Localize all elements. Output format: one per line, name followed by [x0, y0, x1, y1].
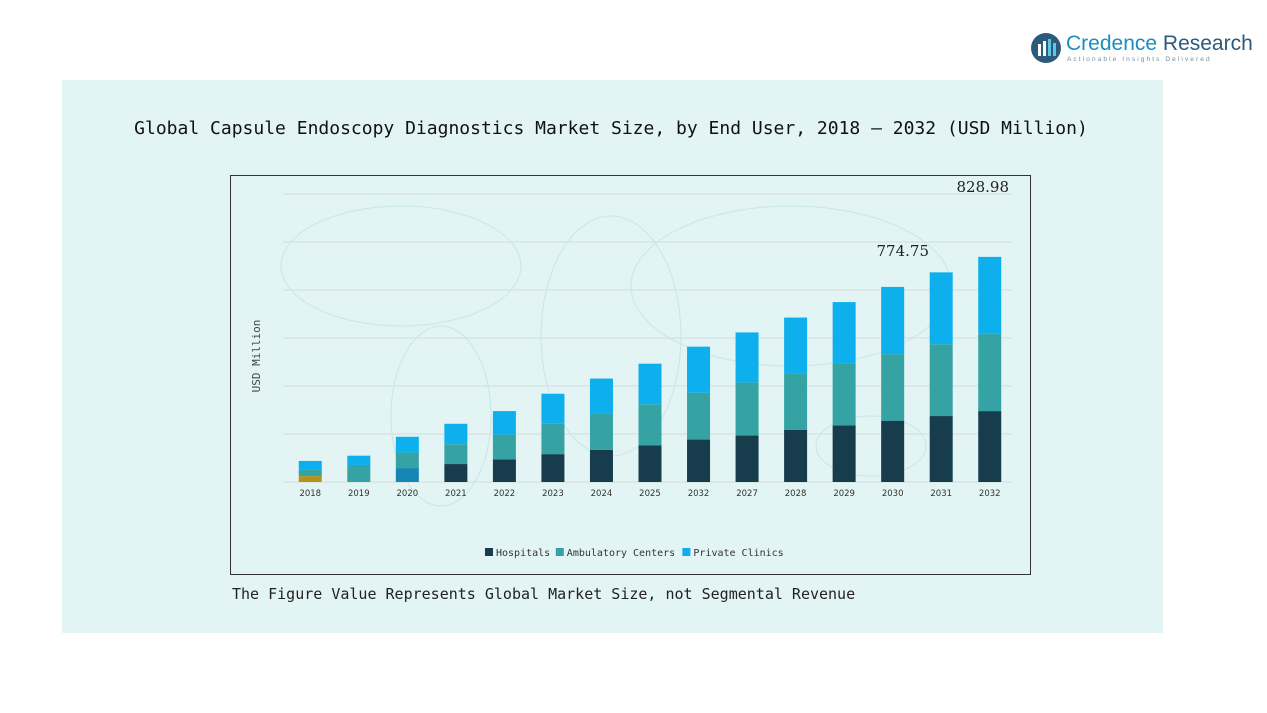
bar-hospitals-2023	[541, 454, 565, 482]
bar-hospitals-2024	[589, 449, 613, 482]
x-tick-label: 2027	[736, 489, 758, 499]
bar-segment-2020-2	[395, 436, 419, 453]
bar-private-clinics-2027	[735, 332, 759, 383]
x-tick-label: 2031	[930, 489, 952, 499]
bar-hospitals-2028	[784, 429, 808, 482]
legend-label: Hospitals	[496, 548, 550, 559]
x-tick-label: 2024	[591, 489, 613, 499]
bar-ambulatory-centers-2022	[492, 434, 516, 460]
bar-hospitals-2022	[492, 459, 516, 482]
x-tick-label: 2018	[299, 489, 321, 499]
bar-private-clinics-2021	[444, 423, 468, 445]
x-tick-label: 2023	[542, 489, 564, 499]
bar-private-clinics-2023	[541, 393, 565, 424]
x-tick-label: 2021	[445, 489, 467, 499]
bar-private-clinics-2028	[784, 317, 808, 374]
brand-name: Credence Research	[1066, 32, 1253, 56]
bar-hospitals-2032	[978, 411, 1002, 482]
brand-name-part2: Research	[1162, 32, 1253, 55]
bar-hospitals-2032	[687, 439, 711, 482]
bar-segment-2019-1	[347, 455, 371, 465]
legend-swatch	[485, 548, 493, 556]
bar-ambulatory-centers-2023	[541, 423, 565, 455]
x-tick-label: 2020	[397, 489, 419, 499]
bar-hospitals-2030	[881, 420, 905, 482]
map-shape-australia	[815, 415, 927, 477]
chart-area: USD Million 2018 2019 2020 2021 2022 2023 2024 2…	[230, 175, 1031, 575]
legend-label: Ambulatory Centers	[567, 548, 675, 559]
map-shape-americas-north	[280, 205, 522, 327]
value-annotation: 774.75	[877, 242, 930, 260]
bar-ambulatory-centers-2029	[832, 363, 856, 426]
y-axis-label: USD Million	[250, 320, 263, 393]
bar-private-clinics-2022	[492, 411, 516, 435]
x-tick-label: 2030	[882, 489, 904, 499]
x-tick-label: 2032	[688, 489, 710, 499]
legend-swatch	[682, 548, 691, 556]
footnote: The Figure Value Represents Global Marke…	[232, 585, 856, 603]
bar-ambulatory-centers-2021	[444, 444, 468, 465]
bar-chart: USD Million 2018 2019 2020 2021 2022 2023 2024 2…	[250, 178, 1011, 559]
bar-hospitals-2025	[638, 445, 662, 482]
bar-ambulatory-centers-2025	[638, 404, 662, 446]
x-tick-label: 2019	[348, 489, 370, 499]
x-tick-label: 2032	[979, 489, 1001, 499]
credence-logo-icon	[1031, 33, 1061, 63]
bar-segment-2019-0	[347, 464, 371, 482]
brand-tagline: Actionable Insights Delivered	[1067, 56, 1212, 63]
bar-private-clinics-2032	[687, 346, 711, 393]
bar-private-clinics-2024	[589, 378, 613, 414]
bar-segment-2020-0	[395, 468, 419, 482]
bar-segment-2018-2	[298, 460, 322, 470]
chart-title: Global Capsule Endoscopy Diagnostics Mar…	[134, 118, 1088, 139]
x-tick-label: 2029	[833, 489, 855, 499]
bar-ambulatory-centers-2028	[784, 373, 808, 430]
x-tick-label: 2028	[785, 489, 807, 499]
bar-hospitals-2029	[832, 425, 856, 482]
brand-logo: Credence Research Actionable Insights De…	[1030, 30, 1253, 66]
bar-private-clinics-2029	[832, 302, 856, 364]
bar-hospitals-2027	[735, 435, 759, 482]
x-tick-label: 2022	[494, 489, 516, 499]
bar-segment-2018-1	[298, 469, 322, 477]
bar-ambulatory-centers-2027	[735, 382, 759, 436]
bar-private-clinics-2030	[881, 286, 905, 355]
bar-hospitals-2031	[929, 416, 953, 482]
bar-segment-2018-0	[298, 476, 322, 482]
bar-segment-2020-1	[395, 452, 419, 469]
bar-ambulatory-centers-2024	[589, 413, 613, 450]
bar-ambulatory-centers-2031	[929, 344, 953, 417]
bar-hospitals-2021	[444, 464, 468, 482]
x-tick-label: 2025	[639, 489, 661, 499]
brand-name-part1: Credence	[1066, 32, 1158, 55]
bar-private-clinics-2032	[978, 256, 1002, 334]
bar-private-clinics-2031	[929, 272, 953, 345]
bar-private-clinics-2025	[638, 363, 662, 405]
legend-label: Private Clinics	[693, 548, 783, 559]
bar-ambulatory-centers-2030	[881, 354, 905, 421]
map-shape-americas-south	[390, 325, 492, 507]
bar-ambulatory-centers-2032	[978, 333, 1002, 412]
value-annotation: 828.98	[957, 178, 1010, 196]
legend-swatch	[555, 548, 564, 556]
bar-ambulatory-centers-2032	[687, 392, 711, 440]
